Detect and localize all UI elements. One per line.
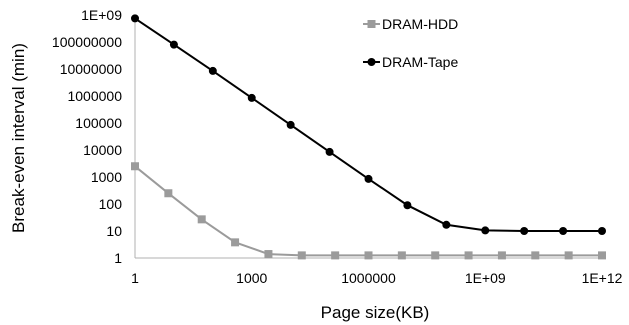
- y-tick-label: 1: [114, 250, 122, 266]
- series-layer: [131, 14, 606, 260]
- y-tick-label: 1000000: [67, 88, 122, 104]
- legend: DRAM-HDD DRAM-Tape: [363, 16, 458, 70]
- series-line: [134, 17, 602, 232]
- y-tick-label: 100000000: [52, 34, 122, 50]
- legend-marker: [367, 58, 376, 66]
- data-point: [331, 251, 340, 260]
- legend-label: DRAM-Tape: [382, 54, 458, 70]
- data-point: [297, 251, 306, 260]
- data-point: [464, 251, 473, 260]
- data-point: [497, 251, 506, 260]
- y-tick-label: 100: [99, 196, 123, 212]
- data-point: [598, 227, 606, 235]
- data-point: [442, 220, 451, 229]
- data-point: [364, 251, 373, 260]
- data-point: [325, 147, 334, 156]
- series-dram-tape: [131, 14, 606, 235]
- legend-marker: [367, 20, 376, 28]
- x-tick-label: 1: [131, 270, 139, 286]
- data-point: [264, 250, 273, 259]
- data-point: [131, 162, 139, 171]
- legend-item: DRAM-HDD: [363, 16, 458, 32]
- data-point: [208, 66, 217, 75]
- x-axis-ticks: 1 1000 1000000 1E+09 1E+12: [131, 270, 623, 286]
- data-point: [286, 120, 295, 129]
- data-point: [397, 251, 406, 260]
- data-point: [247, 93, 256, 102]
- y-tick-label: 10000: [83, 142, 122, 158]
- x-tick-label: 1E+12: [582, 270, 623, 286]
- data-point: [520, 227, 529, 235]
- x-tick-label: 1000: [236, 270, 267, 286]
- x-tick-label: 1E+09: [465, 270, 506, 286]
- data-point: [164, 189, 173, 198]
- data-point: [364, 174, 373, 183]
- y-axis-ticks: 1 10 100 1000 10000 100000 1000000 10000000 1000…: [52, 7, 122, 266]
- legend-label: DRAM-HDD: [382, 16, 458, 32]
- x-tick-label: 1000000: [341, 270, 396, 286]
- data-point: [403, 201, 412, 210]
- data-point: [197, 215, 206, 224]
- data-point: [531, 251, 540, 260]
- legend-item: DRAM-Tape: [363, 54, 458, 70]
- data-point: [431, 251, 440, 260]
- data-point: [598, 251, 606, 260]
- series-dram-hdd: [131, 162, 606, 260]
- y-tick-label: 1E+09: [81, 7, 122, 23]
- data-point: [131, 14, 139, 23]
- y-tick-label: 100000: [75, 115, 122, 131]
- data-point: [231, 238, 240, 247]
- y-axis-title: Break-even interval (min): [9, 43, 28, 233]
- data-point: [169, 40, 178, 49]
- y-tick-label: 10000000: [60, 61, 123, 77]
- x-axis-title: Page size(KB): [321, 303, 430, 322]
- y-tick-label: 10: [106, 223, 122, 239]
- y-tick-label: 1000: [91, 169, 122, 185]
- data-point: [559, 227, 568, 235]
- data-point: [481, 226, 490, 235]
- data-point: [564, 251, 573, 260]
